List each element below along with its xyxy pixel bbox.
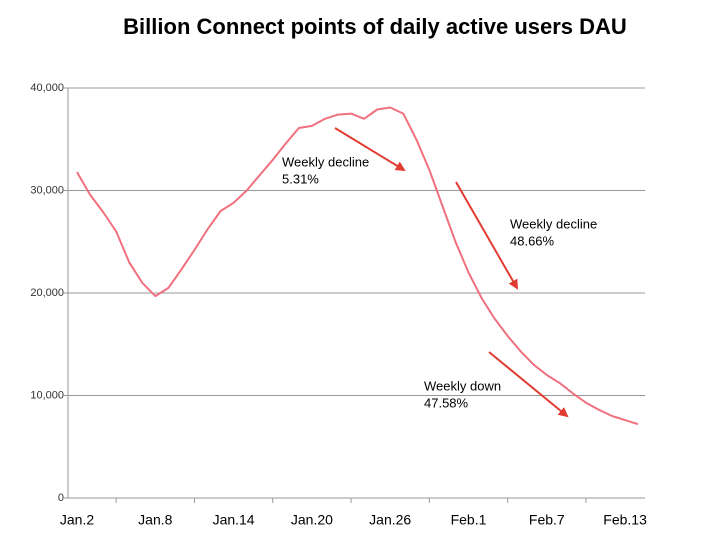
- x-tick-label: Feb.7: [529, 512, 565, 528]
- x-tick-label: Feb.1: [451, 512, 487, 528]
- arrows: [334, 127, 569, 418]
- chart-title: Billion Connect points of daily active u…: [123, 14, 627, 39]
- x-tick-label: Jan.14: [213, 512, 255, 528]
- arrow: [455, 181, 518, 290]
- x-tick-label: Jan.8: [138, 512, 172, 528]
- annotation: 5.31%: [282, 171, 319, 186]
- annotation: Weekly decline: [510, 216, 597, 231]
- annotation: Weekly down: [424, 378, 501, 393]
- x-tick-label: Jan.26: [369, 512, 411, 528]
- y-tick-label: 10,000: [30, 389, 64, 401]
- x-tick-label: Feb.13: [603, 512, 647, 528]
- annotation: 47.58%: [424, 395, 469, 410]
- y-tick-label: 40,000: [30, 82, 64, 94]
- x-tick-label: Jan.2: [60, 512, 94, 528]
- y-tick-label: 0: [58, 492, 64, 504]
- annotation: Weekly decline: [282, 154, 369, 169]
- annotation: 48.66%: [510, 233, 555, 248]
- data-line: [76, 106, 639, 426]
- y-tick-label: 20,000: [30, 287, 64, 299]
- arrow: [488, 351, 569, 418]
- arrow: [334, 127, 406, 172]
- y-tick-label: 30,000: [30, 184, 64, 196]
- x-tick-label: Jan.20: [291, 512, 333, 528]
